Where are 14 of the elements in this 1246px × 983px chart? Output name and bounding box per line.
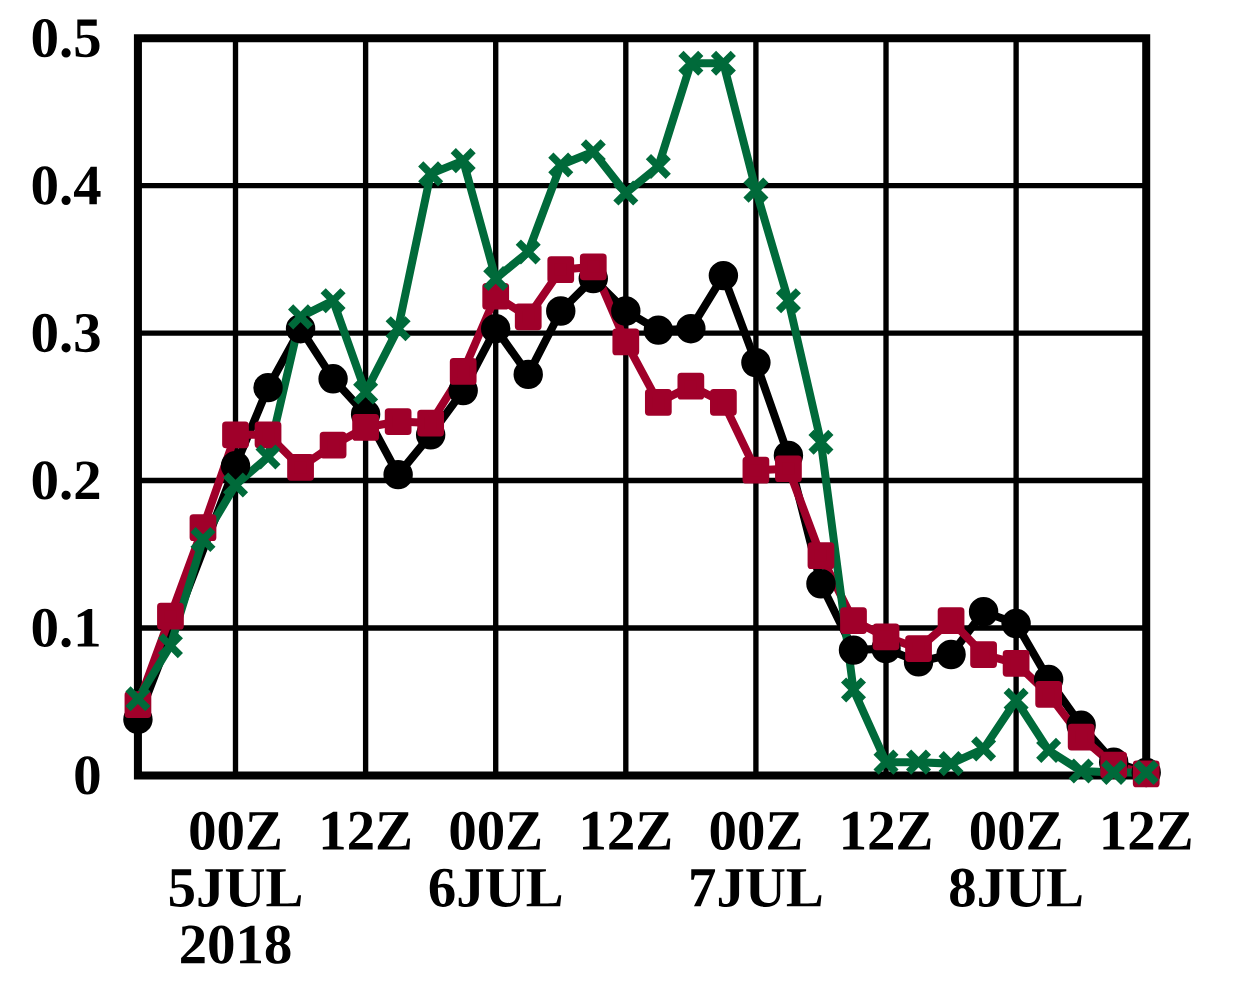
y-tick-label: 0.2	[32, 461, 100, 500]
x-tick-label: 12Z	[1103, 811, 1191, 850]
x-tick-label: 12Z	[583, 811, 671, 850]
y-tick-label: 0.4	[32, 166, 101, 206]
y-tick-label: 0.5	[32, 19, 100, 58]
x-tick-label: 12Z	[322, 811, 411, 850]
x-tick-label: 12Z	[843, 811, 931, 850]
x-tick-label: 00Z 6JUL	[429, 811, 562, 908]
x-tick-label: 00Z 8JUL	[950, 811, 1082, 908]
x-tick-label: 00Z 5JUL 2018	[169, 811, 302, 964]
x-tick-label: 00Z 7JUL	[691, 811, 822, 908]
y-tick-label: 0.3	[32, 313, 100, 353]
y-tick-label: 0	[75, 756, 100, 795]
y-tick-label: 0.1	[32, 608, 99, 648]
